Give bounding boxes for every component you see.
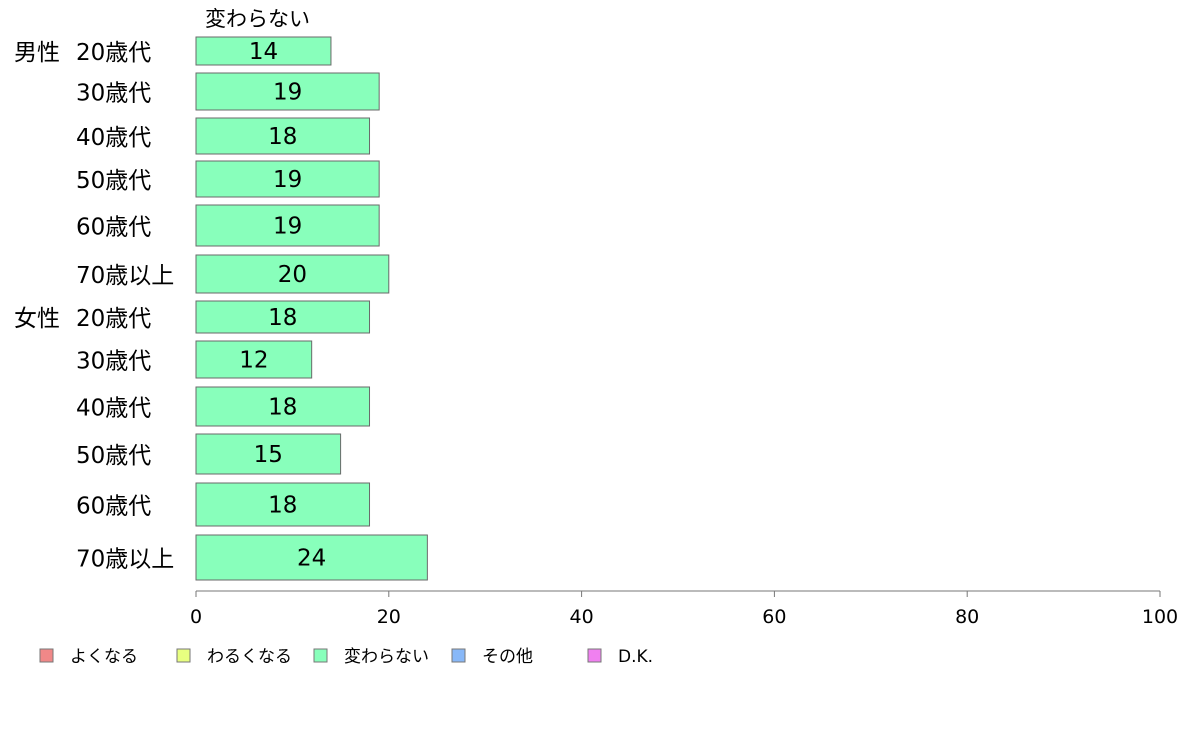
- category-label: 30歳代: [76, 81, 151, 107]
- x-tick-label: 80: [955, 606, 979, 628]
- legend-swatch: [587, 648, 602, 663]
- category-label: 70歳以上: [76, 547, 174, 573]
- bar-value-label: 12: [239, 348, 268, 374]
- legend: よくなる わるくなる 変わらない その他 D.K.: [39, 647, 653, 667]
- bar-value-label: 18: [268, 493, 297, 519]
- bar-value-label: 24: [297, 546, 326, 572]
- bar: [195, 36, 332, 66]
- bar-value-label: 18: [268, 395, 297, 421]
- bar-value-label: 18: [268, 305, 297, 331]
- category-label: 70歳以上: [76, 263, 174, 289]
- bar-value-label: 20: [278, 262, 307, 288]
- x-tick-label: 60: [762, 606, 786, 628]
- legend-label: わるくなる: [207, 647, 292, 667]
- bar: [195, 254, 390, 294]
- bar: [195, 534, 428, 581]
- category-label: 20歳代: [76, 306, 151, 332]
- category-label: 30歳代: [76, 349, 151, 375]
- bar-value-label: 19: [273, 167, 302, 193]
- bar: [195, 300, 371, 334]
- bar: [195, 117, 371, 155]
- series-header-label: 変わらない: [205, 7, 310, 31]
- legend-label: 変わらない: [344, 647, 429, 667]
- legend-swatch: [176, 648, 191, 663]
- legend-label: その他: [482, 647, 533, 667]
- x-tick-label: 40: [570, 606, 594, 628]
- x-axis: 0 20 40 60 80 100: [190, 590, 1178, 628]
- category-label: 50歳代: [76, 443, 151, 469]
- x-tick-label: 100: [1142, 606, 1178, 628]
- bar: [195, 160, 380, 198]
- x-tick-label: 0: [190, 606, 202, 628]
- bar-value-label: 19: [273, 80, 302, 106]
- bar: [195, 482, 371, 527]
- bar: [195, 340, 313, 379]
- bar: [195, 433, 342, 475]
- legend-swatch: [313, 648, 328, 663]
- bar-value-label: 15: [254, 442, 283, 468]
- category-label: 40歳代: [76, 125, 151, 151]
- category-label: 40歳代: [76, 396, 151, 422]
- group-label: 女性: [14, 306, 60, 332]
- bar: [195, 72, 380, 111]
- legend-label: D.K.: [618, 647, 653, 667]
- x-tick-label: 20: [377, 606, 401, 628]
- bar-value-label: 18: [268, 124, 297, 150]
- bar: [195, 204, 380, 247]
- category-label: 60歳代: [76, 494, 151, 520]
- legend-label: よくなる: [70, 647, 138, 667]
- category-label: 20歳代: [76, 40, 151, 66]
- category-label: 60歳代: [76, 215, 151, 241]
- legend-swatch: [39, 648, 54, 663]
- bar-value-label: 19: [273, 214, 302, 240]
- group-label: 男性: [14, 40, 60, 66]
- bar-value-label: 14: [249, 39, 278, 65]
- category-label: 50歳代: [76, 168, 151, 194]
- legend-swatch: [451, 648, 466, 663]
- bar: [195, 386, 371, 427]
